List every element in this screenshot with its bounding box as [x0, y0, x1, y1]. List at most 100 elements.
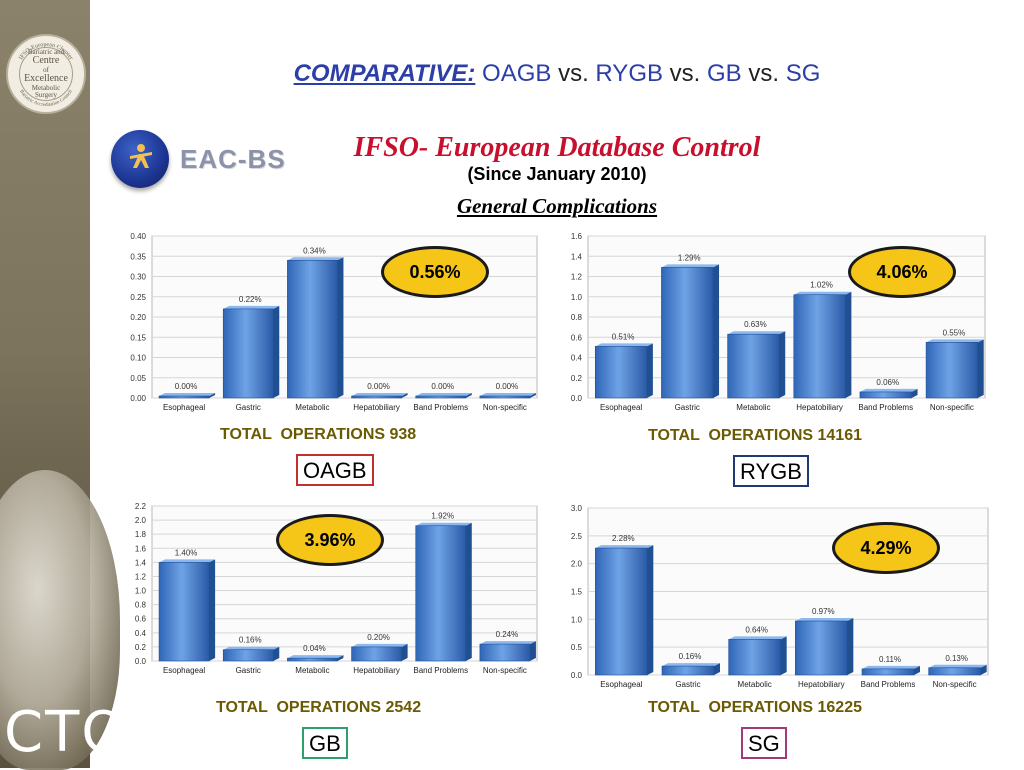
data-label: 0.06% [876, 378, 899, 387]
page-title: COMPARATIVE: OAGB vs. RYGB vs. GB vs. SG [90, 60, 1024, 88]
chart-rygb: 0.0 0.2 0.4 0.6 0.8 1.0 1.2 1.4 1.6 0.51% Esophage… [571, 232, 986, 412]
bar-side [529, 393, 536, 398]
title-vs-1: vs. [558, 60, 589, 87]
data-label: 0.00% [175, 382, 198, 391]
section-title: General Complications [456, 194, 658, 218]
bar-side [337, 655, 344, 661]
seal-line-2: Centre [32, 55, 60, 67]
bar-top [223, 305, 280, 309]
title-lead: COMPARATIVE: [293, 60, 476, 87]
bar-top [727, 331, 786, 335]
total-rate-badge-rygb: 4.06% [848, 246, 956, 298]
x-tick-label: Band Problems [858, 403, 913, 412]
bar-top [793, 291, 852, 295]
seal-line-1: Bariatric and [27, 47, 65, 56]
bar-top [795, 618, 854, 622]
bar-side [646, 343, 653, 398]
x-tick-label: Hepatobiliary [353, 403, 400, 412]
bar-non-specific [479, 643, 531, 662]
y-tick-label: 0.4 [135, 629, 147, 638]
y-tick-label: 1.0 [571, 293, 583, 302]
title-proc-4: SG [785, 60, 821, 87]
data-label: 0.34% [303, 246, 326, 255]
bar-non-specific [928, 667, 981, 676]
total-rate-badge-gb: 3.96% [276, 514, 384, 566]
bar-metabolic [728, 639, 781, 676]
data-label: 0.51% [612, 332, 635, 341]
y-tick-label: 0.8 [135, 601, 147, 610]
data-label: 1.02% [810, 281, 833, 290]
title-vs-3: vs. [748, 60, 780, 87]
bar-side [401, 393, 408, 398]
bar-top [351, 393, 408, 396]
data-label: 0.20% [367, 633, 390, 642]
database-title: IFSO- European Database Control [353, 132, 761, 163]
bar-top [728, 636, 787, 640]
y-tick-label: 0.0 [571, 671, 583, 680]
seal-center: Bariatric and Centre of Excellence Metab… [19, 47, 73, 101]
database-subtitle: (Since January 2010) [467, 164, 647, 184]
bar-non-specific [479, 395, 531, 399]
y-tick-label: 2.5 [571, 532, 583, 541]
eac-bs-figure-icon [130, 144, 152, 168]
bar-side [465, 522, 472, 661]
bar-gastric [222, 308, 274, 399]
x-tick-label: Gastric [236, 403, 261, 412]
x-tick-label: Metabolic [295, 403, 329, 412]
x-tick-label: Band Problems [413, 666, 468, 675]
y-tick-label: 0.8 [571, 313, 583, 322]
garlic-image [0, 470, 120, 770]
bar-side [847, 618, 854, 675]
total-operations-oagb: TOTAL OPERATIONS 938 [220, 426, 417, 443]
total-operations-rygb: TOTAL OPERATIONS 14161 [648, 427, 862, 444]
y-tick-label: 0.35 [130, 252, 146, 261]
data-label: 2.28% [612, 534, 635, 543]
bar-band-problems [861, 668, 915, 676]
bar-side [714, 663, 720, 675]
bar-top [287, 257, 344, 261]
bar-side [977, 339, 984, 398]
bar-side [779, 331, 786, 398]
data-label: 0.97% [812, 607, 835, 616]
x-tick-label: Non-specific [483, 403, 527, 412]
procedure-label-gb: GB [302, 727, 348, 759]
seal-line-3: of [43, 65, 49, 74]
y-tick-label: 1.0 [571, 615, 583, 624]
data-label: 1.92% [431, 512, 454, 521]
y-tick-label: 0.00 [130, 394, 146, 403]
y-tick-label: 0.25 [130, 293, 146, 302]
bar-side [780, 636, 787, 675]
centre-of-excellence-seal: IFSO-European Chapter Bariatric Accredit… [6, 34, 86, 114]
cto-logo-text: CTO [4, 700, 128, 765]
title-proc-1: OAGB [482, 60, 552, 87]
bar-side [209, 559, 216, 661]
x-tick-label: Hepatobiliary [798, 680, 845, 689]
procedure-label-oagb: OAGB [296, 454, 374, 486]
x-tick-label: Esophageal [600, 403, 642, 412]
y-tick-label: 0.5 [571, 643, 583, 652]
procedure-label-rygb: RYGB [733, 455, 809, 487]
bar-metabolic [287, 657, 338, 662]
bar-hepatobiliary [351, 646, 402, 662]
bar-metabolic [287, 259, 338, 399]
y-tick-label: 3.0 [571, 504, 583, 513]
y-tick-label: 1.4 [135, 558, 147, 567]
y-tick-label: 1.6 [571, 232, 583, 241]
y-tick-label: 1.6 [135, 544, 147, 553]
data-label: 0.13% [945, 654, 968, 663]
data-label: 0.00% [431, 382, 454, 391]
bar-esophageal [158, 562, 210, 662]
x-tick-label: Gastric [675, 403, 700, 412]
y-tick-label: 0.2 [135, 643, 147, 652]
bar-side [209, 393, 216, 398]
bar-side [713, 264, 720, 398]
x-tick-label: Esophageal [163, 666, 205, 675]
chart-panel-sg: 0.0 0.5 1.0 1.5 2.0 2.5 3.0 2.28% Esophageal 0.16… [548, 500, 993, 695]
y-tick-label: 0.05 [130, 374, 146, 383]
bar-gastric [222, 649, 274, 662]
bar-band-problems [859, 391, 912, 399]
y-tick-label: 0.15 [130, 333, 146, 342]
y-tick-label: 0.6 [571, 333, 583, 342]
y-tick-label: 0.2 [571, 374, 583, 383]
bar-top [159, 393, 216, 396]
